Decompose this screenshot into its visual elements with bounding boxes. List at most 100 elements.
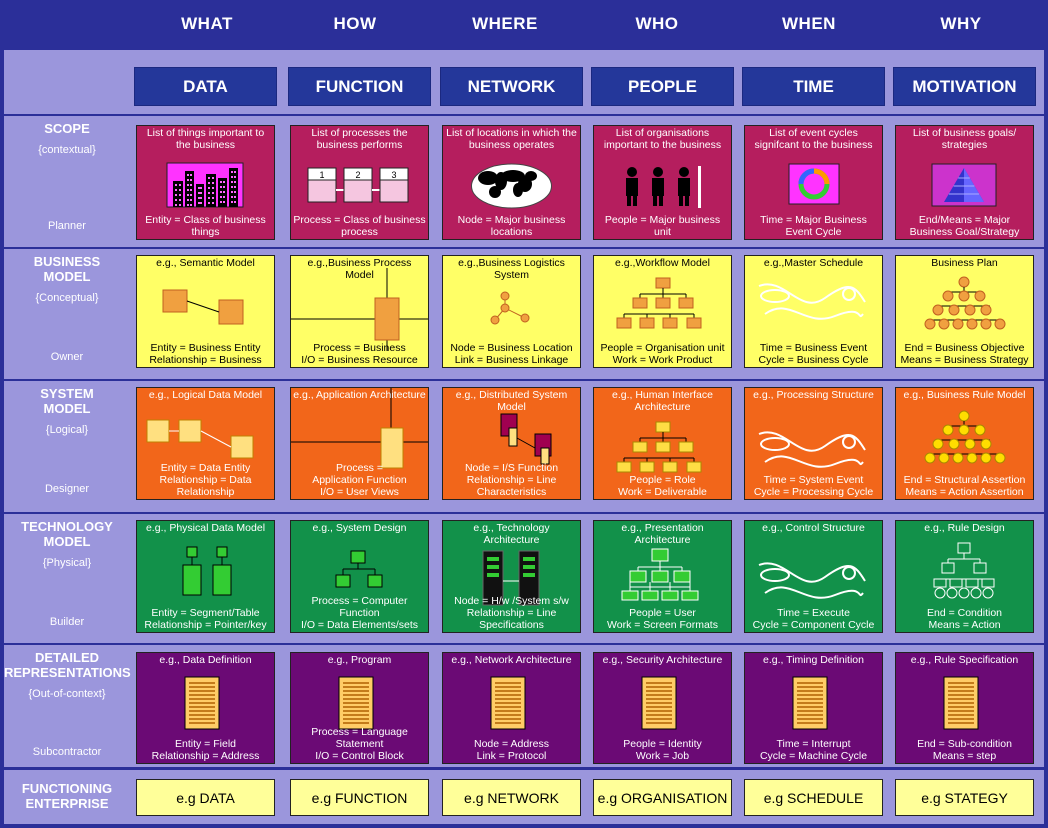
cell-definition: Node = Major business locations — [457, 214, 566, 238]
physical-data-icon — [182, 546, 232, 596]
people-icon — [626, 166, 701, 208]
org-chart-icon — [616, 421, 702, 473]
cell-definition: People = Major business unit — [604, 214, 721, 238]
cell-definition: Time = Business Event Cycle = Business C… — [758, 342, 869, 366]
cell-example: List of business goals/ strategies — [912, 127, 1017, 151]
cell-example: Business Plan — [931, 257, 998, 269]
framework-cell: e.g., Human Interface Architecture People… — [593, 387, 732, 500]
framework-cell: e.g., Network Architecture Node = Address… — [442, 652, 581, 764]
framework-cell: e.g.,Business Logistics System Node = Bus… — [442, 255, 581, 368]
process-chain-icon: 1 2 3 — [307, 167, 409, 203]
process-step-label: 1 — [319, 170, 324, 180]
city-icon — [166, 162, 244, 208]
cell-definition: End/Means = Major Business Goal/Strategy — [909, 214, 1020, 238]
cell-definition: Time = System Event Cycle = Processing C… — [753, 474, 874, 498]
cell-example: e.g., Distributed System Model — [455, 389, 568, 413]
cell-example: List of processes the business performs — [311, 127, 408, 151]
row-title: TECHNOLOGY — [21, 519, 113, 534]
framework-cell: e.g.,Workflow Model People = Organisation… — [593, 255, 732, 368]
question-when: WHEN — [782, 14, 836, 33]
row-label: FUNCTIONING ENTERPRISE — [4, 781, 130, 811]
framework-cell: e.g., Timing Definition Time = Interrupt … — [744, 652, 883, 764]
framework-cell: e.g., Rule Design End = Condition Means =… — [895, 520, 1034, 633]
process-box-icon — [291, 268, 428, 351]
document-icon — [184, 676, 220, 730]
framework-cell: e.g., Processing Structure Time = System … — [744, 387, 883, 500]
framework-cell: List of business goals/ strategies End/Me… — [895, 125, 1034, 240]
framework-cell: List of organisations important to the b… — [593, 125, 732, 240]
cell-example: e.g.,Master Schedule — [763, 257, 864, 269]
framework-cell: e.g., Distributed System Model Node = I/S… — [442, 387, 581, 500]
cell-definition: End = Structural Assertion Means = Actio… — [903, 474, 1026, 498]
column-header-motivation: MOTIVATION — [893, 67, 1036, 106]
question-what: WHAT — [181, 14, 233, 33]
cell-definition: Entity = Data Entity Relationship = Data… — [159, 462, 252, 498]
cell-example: List of event cycles signifcant to the b… — [754, 127, 873, 151]
row-label: DETAILED REPRESENTATIONS {Out-of-context} S… — [4, 650, 131, 766]
functioning-cell: e.g SCHEDULE — [744, 779, 883, 816]
cell-definition: People = Identity Work = Job — [623, 738, 702, 762]
schedule-curve-icon — [758, 283, 866, 320]
org-chart-icon — [616, 277, 702, 329]
framework-cell: e.g., Data Definition Entity = Field Rela… — [136, 652, 275, 764]
cycle-icon — [788, 163, 840, 205]
document-icon — [943, 676, 979, 730]
hierarchy-icon — [924, 276, 1006, 330]
cell-example: e.g., Human Interface Architecture — [612, 389, 713, 413]
framework-cell: e.g., Program Process = Language Statemen… — [290, 652, 429, 764]
question-why: WHY — [940, 14, 982, 33]
network-nodes-icon — [490, 291, 530, 325]
cell-definition: Process = Computer Function I/O = Data E… — [300, 595, 418, 631]
cell-example: e.g., Logical Data Model — [148, 389, 263, 401]
cell-definition: People = User Work = Screen Formats — [607, 607, 718, 631]
cell-definition: People = Role Work = Deliverable — [618, 474, 707, 498]
cell-example: e.g., Application Architecture — [293, 389, 426, 401]
row-title: ENTERPRISE — [25, 796, 109, 811]
framework-cell: e.g., Technology Architecture Node = H/w … — [442, 520, 581, 633]
cell-example: e.g., System Design — [312, 522, 407, 534]
cell-example: e.g.,Business Process Model — [307, 257, 412, 281]
column-header-network: NETWORK — [440, 67, 583, 106]
cell-definition: Process = Business I/O = Business Resour… — [301, 342, 418, 366]
framework-cell: List of event cycles signifcant to the b… — [744, 125, 883, 240]
cell-definition: Entity = Segment/Table Relationship = Po… — [144, 607, 267, 631]
row-role: Designer — [44, 483, 90, 495]
cell-definition: End = Condition Means = Action — [926, 607, 1002, 631]
hierarchy-icon — [924, 410, 1006, 464]
cell-definition: End = Business Objective Means = Busines… — [900, 342, 1029, 366]
cell-example: e.g., Data Definition — [159, 654, 252, 666]
row-role: Builder — [49, 616, 85, 628]
question-who: WHO — [635, 14, 679, 33]
row-label: SYSTEM MODEL {Logical} Designer — [4, 386, 130, 503]
row-role: Planner — [48, 220, 86, 232]
document-icon — [792, 676, 828, 730]
cell-example: e.g., Physical Data Model — [145, 522, 266, 534]
logical-data-icon — [146, 419, 254, 459]
cell-example: e.g.,Business Logistics System — [458, 257, 565, 281]
cell-example: e.g., Processing Structure — [753, 389, 874, 401]
row-title: DETAILED — [34, 650, 100, 665]
row-title: MODEL — [43, 534, 91, 549]
cell-example: e.g., Business Rule Model — [903, 389, 1026, 401]
row-subtitle: {Conceptual} — [35, 292, 99, 304]
framework-cell: e.g., Application Architecture Process = … — [290, 387, 429, 500]
column-header-people: PEOPLE — [591, 67, 734, 106]
cell-definition: Node = H/w /System s/w Relationship = Li… — [454, 595, 569, 631]
cell-definition: Time = Major Business Event Cycle — [760, 214, 867, 238]
framework-cell: 1 2 3 List of processes the business perfor… — [290, 125, 429, 240]
document-icon — [641, 676, 677, 730]
cell-definition: Entity = Class of business things — [145, 214, 266, 238]
pyramid-icon — [931, 163, 997, 207]
framework-cell: e.g., Business Rule Model End = Structura… — [895, 387, 1034, 500]
schedule-curve-icon — [758, 562, 866, 599]
cell-definition: Node = I/S Function Relationship = Line … — [464, 462, 559, 498]
cell-example: e.g., Timing Definition — [763, 654, 864, 666]
functioning-cell: e.g ORGANISATION — [593, 779, 732, 816]
framework-cell: e.g., Physical Data Model Entity = Segmen… — [136, 520, 275, 633]
cell-example: List of locations in which the business … — [446, 127, 577, 151]
cell-definition: Process = Language Statement I/O = Contr… — [311, 726, 408, 762]
framework-cell: e.g., Semantic Model Entity = Business En… — [136, 255, 275, 368]
framework-cell: List of locations in which the business … — [442, 125, 581, 240]
framework-cell: e.g., Presentation Architecture People = … — [593, 520, 732, 633]
cell-example: e.g., Program — [327, 654, 392, 666]
